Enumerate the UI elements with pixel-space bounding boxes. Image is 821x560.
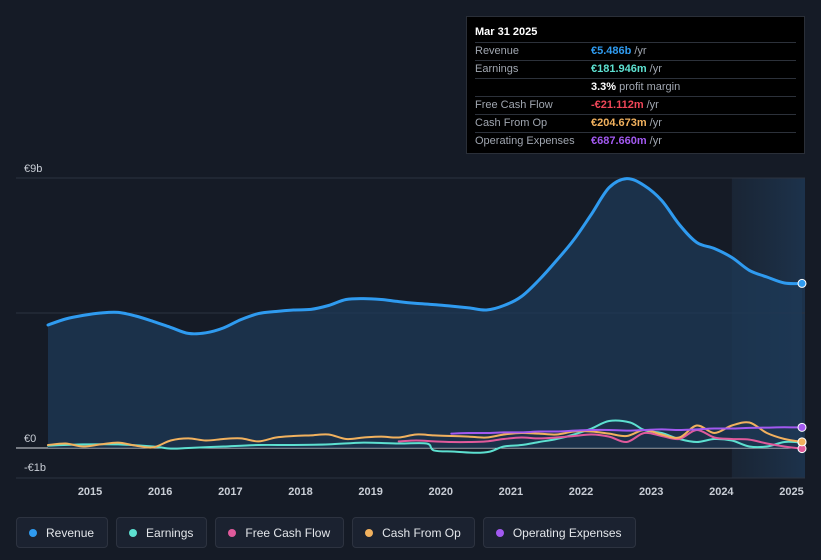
legend-dot-icon <box>129 528 138 537</box>
x-tick-label: 2021 <box>499 486 523 498</box>
tooltip-unit: /yr <box>646 99 659 111</box>
tooltip-row: Earnings €181.946m/yr <box>475 61 796 79</box>
cash-from-op-line <box>47 421 803 449</box>
tooltip-unit: /yr <box>649 117 662 129</box>
x-tick-label: 2015 <box>78 486 102 498</box>
x-tick-label: 2017 <box>218 486 242 498</box>
legend-item-free-cash-flow[interactable]: Free Cash Flow <box>215 517 345 548</box>
legend-item-revenue[interactable]: Revenue <box>16 517 109 548</box>
revenue-line <box>46 177 804 336</box>
earnings-line <box>47 419 803 454</box>
y-axis-label: €9b <box>24 163 42 175</box>
y-axis-label: €0 <box>24 433 36 445</box>
x-tick-label: 2020 <box>429 486 453 498</box>
tooltip-value: €204.673m <box>591 117 647 129</box>
x-tick-label: 2019 <box>358 486 382 498</box>
x-tick-label: 2025 <box>779 486 803 498</box>
free-cash-flow-line <box>397 428 803 450</box>
data-tooltip: Mar 31 2025 Revenue €5.486b/yr Earnings €18… <box>466 16 805 154</box>
cash-from-op-end-marker <box>797 437 807 447</box>
legend-dot-icon <box>365 528 374 537</box>
x-tick-label: 2016 <box>148 486 172 498</box>
tooltip-row: Operating Expenses €687.660m/yr <box>475 133 796 150</box>
chart-canvas: €9b €0 -€1b 2015 2016 2017 2018 2019 2020 2021 202… <box>16 163 807 498</box>
tooltip-value: -€21.112m <box>591 99 644 111</box>
tooltip-value: 3.3% <box>591 81 617 93</box>
tooltip-key: Operating Expenses <box>475 135 575 147</box>
tooltip-key: Cash From Op <box>475 117 548 129</box>
tooltip-unit: /yr <box>649 135 662 147</box>
tooltip-value: €687.660m <box>591 135 647 147</box>
legend-item-cash-from-op[interactable]: Cash From Op <box>352 517 475 548</box>
x-tick-label: 2018 <box>288 486 312 498</box>
tooltip-unit: /yr <box>634 45 647 57</box>
x-tick-label: 2022 <box>569 486 593 498</box>
tooltip-row: 3.3% profit margin <box>475 79 796 97</box>
tooltip-key <box>475 79 591 96</box>
legend-label: Cash From Op <box>382 525 461 540</box>
legend-dot-icon <box>495 528 504 537</box>
tooltip-value: €5.486b <box>591 45 632 57</box>
legend-dot-icon <box>228 528 237 537</box>
revenue-area <box>48 178 802 448</box>
x-tick-label: 2024 <box>709 486 734 498</box>
legend-item-earnings[interactable]: Earnings <box>116 517 208 548</box>
operating-expenses-end-marker <box>797 422 807 432</box>
tooltip-key: Free Cash Flow <box>475 99 553 111</box>
legend-label: Earnings <box>146 525 194 540</box>
x-tick-label: 2023 <box>639 486 663 498</box>
legend-label: Revenue <box>46 525 95 540</box>
tooltip-row: Cash From Op €204.673m/yr <box>475 115 796 133</box>
y-axis-label: -€1b <box>24 462 46 474</box>
legend-item-operating-expenses[interactable]: Operating Expenses <box>482 517 636 548</box>
tooltip-unit: profit margin <box>619 81 681 93</box>
tooltip-row: Revenue €5.486b/yr <box>475 43 796 61</box>
legend-label: Operating Expenses <box>512 525 622 540</box>
tooltip-value: €181.946m <box>591 63 647 75</box>
tooltip-key: Revenue <box>475 45 520 57</box>
tooltip-unit: /yr <box>649 63 662 75</box>
legend-dot-icon <box>29 528 37 537</box>
chart-legend: Revenue Earnings Free Cash Flow Cash From O… <box>16 517 636 548</box>
tooltip-row: Free Cash Flow -€21.112m/yr <box>475 97 796 115</box>
legend-label: Free Cash Flow <box>245 525 331 540</box>
operating-expenses-line <box>450 426 803 435</box>
tooltip-date: Mar 31 2025 <box>475 23 796 43</box>
revenue-end-marker <box>797 278 807 288</box>
tooltip-key: Earnings <box>475 63 519 75</box>
